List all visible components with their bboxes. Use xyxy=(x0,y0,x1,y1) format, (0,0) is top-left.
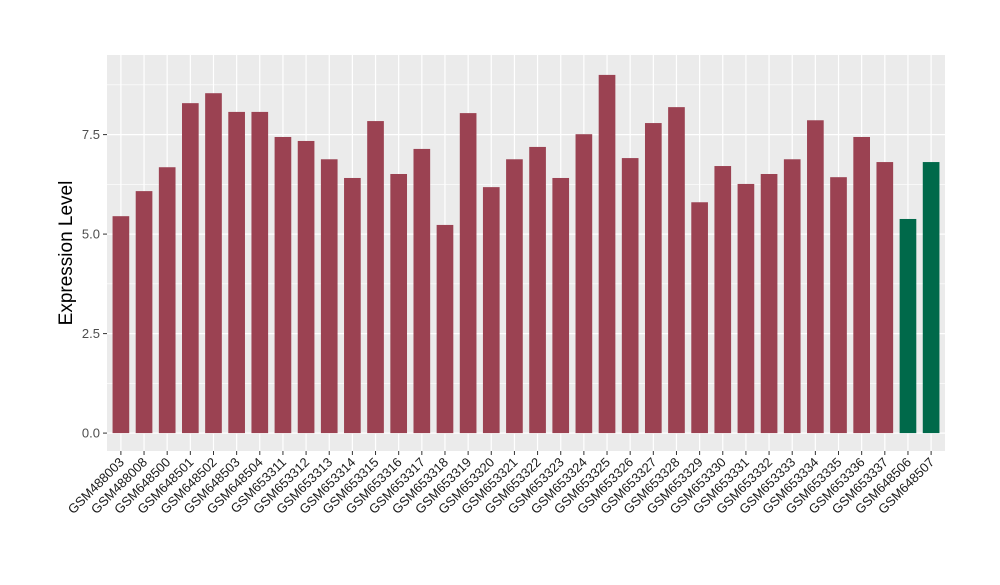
y-tick-label: 2.5 xyxy=(82,326,100,341)
bar-GSM653333 xyxy=(783,159,801,434)
x-axis: GSM488003GSM488008GSM648500GSM648501GSM6… xyxy=(65,451,937,517)
bar-GSM653320 xyxy=(482,187,500,434)
bar-GSM653313 xyxy=(320,159,338,434)
bar-GSM653314 xyxy=(344,177,361,434)
bar-GSM653318 xyxy=(436,224,454,434)
plot-panel xyxy=(107,55,945,451)
bar-GSM653332 xyxy=(760,173,778,434)
y-tick-label: 7.5 xyxy=(82,127,100,142)
bar-GSM648502 xyxy=(205,93,222,434)
bar-GSM653319 xyxy=(459,113,477,434)
bar-GSM648501 xyxy=(182,103,199,434)
y-tick-label: 5.0 xyxy=(82,227,100,242)
bar-GSM653324 xyxy=(575,134,593,434)
bars xyxy=(112,74,940,434)
bar-GSM648503 xyxy=(228,111,245,434)
bar-GSM653330 xyxy=(714,166,732,434)
bar-GSM653335 xyxy=(830,177,847,434)
bar-GSM653326 xyxy=(621,158,639,434)
y-tick-label: 0.0 xyxy=(82,426,100,441)
bar-GSM653322 xyxy=(529,146,546,434)
y-axis: 0.0 2.5 5.0 7.5 xyxy=(82,127,107,441)
bar-GSM653311 xyxy=(274,136,292,434)
bar-GSM653337 xyxy=(876,162,894,434)
bar-GSM648500 xyxy=(158,167,176,434)
bar-GSM653325 xyxy=(598,74,616,434)
bar-GSM648507 xyxy=(922,162,940,434)
bar-GSM648504 xyxy=(251,111,269,434)
bar-GSM653317 xyxy=(413,148,431,434)
bar-GSM653323 xyxy=(552,177,570,434)
bar-GSM653331 xyxy=(737,183,755,434)
bar-GSM653328 xyxy=(668,107,685,434)
bar-GSM488008 xyxy=(135,191,153,434)
bar-GSM653321 xyxy=(506,159,523,434)
bar-GSM653336 xyxy=(853,136,870,434)
bar-GSM653315 xyxy=(367,121,384,434)
bar-GSM653312 xyxy=(297,140,315,434)
bar-GSM648506 xyxy=(899,218,917,434)
y-axis-label: Expression Level xyxy=(56,181,77,326)
bar-GSM653327 xyxy=(644,123,662,434)
bar-GSM653329 xyxy=(691,202,708,434)
bar-GSM653334 xyxy=(807,120,824,434)
bar-GSM653316 xyxy=(390,173,408,434)
bar-GSM488003 xyxy=(112,216,130,434)
